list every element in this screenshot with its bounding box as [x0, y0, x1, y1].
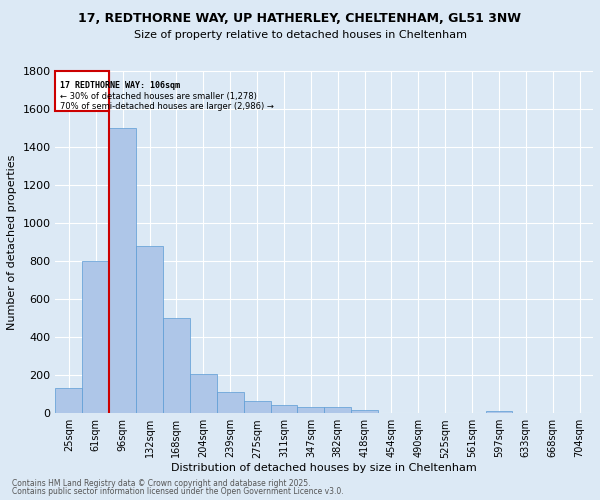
Bar [271, 404, 298, 413]
Text: ← 30% of detached houses are smaller (1,278): ← 30% of detached houses are smaller (1,… [59, 92, 256, 101]
Bar [82, 261, 109, 413]
X-axis label: Distribution of detached houses by size in Cheltenham: Distribution of detached houses by size … [172, 463, 477, 473]
Bar [55, 388, 82, 413]
Bar [136, 246, 163, 413]
Text: 70% of semi-detached houses are larger (2,986) →: 70% of semi-detached houses are larger (… [59, 102, 274, 112]
Text: Contains HM Land Registry data © Crown copyright and database right 2025.: Contains HM Land Registry data © Crown c… [12, 478, 311, 488]
Bar [324, 408, 351, 413]
Text: Size of property relative to detached houses in Cheltenham: Size of property relative to detached ho… [133, 30, 467, 40]
Text: 17, REDTHORNE WAY, UP HATHERLEY, CHELTENHAM, GL51 3NW: 17, REDTHORNE WAY, UP HATHERLEY, CHELTEN… [79, 12, 521, 26]
Bar [351, 410, 378, 413]
Text: Contains public sector information licensed under the Open Government Licence v3: Contains public sector information licen… [12, 487, 344, 496]
Bar [163, 318, 190, 413]
Bar [217, 392, 244, 413]
Bar [190, 374, 217, 413]
Bar [298, 407, 324, 413]
Y-axis label: Number of detached properties: Number of detached properties [7, 154, 17, 330]
Bar [109, 128, 136, 413]
Bar [244, 401, 271, 413]
Text: 17 REDTHORNE WAY: 106sqm: 17 REDTHORNE WAY: 106sqm [59, 82, 179, 90]
Bar [485, 411, 512, 413]
FancyBboxPatch shape [55, 71, 109, 111]
